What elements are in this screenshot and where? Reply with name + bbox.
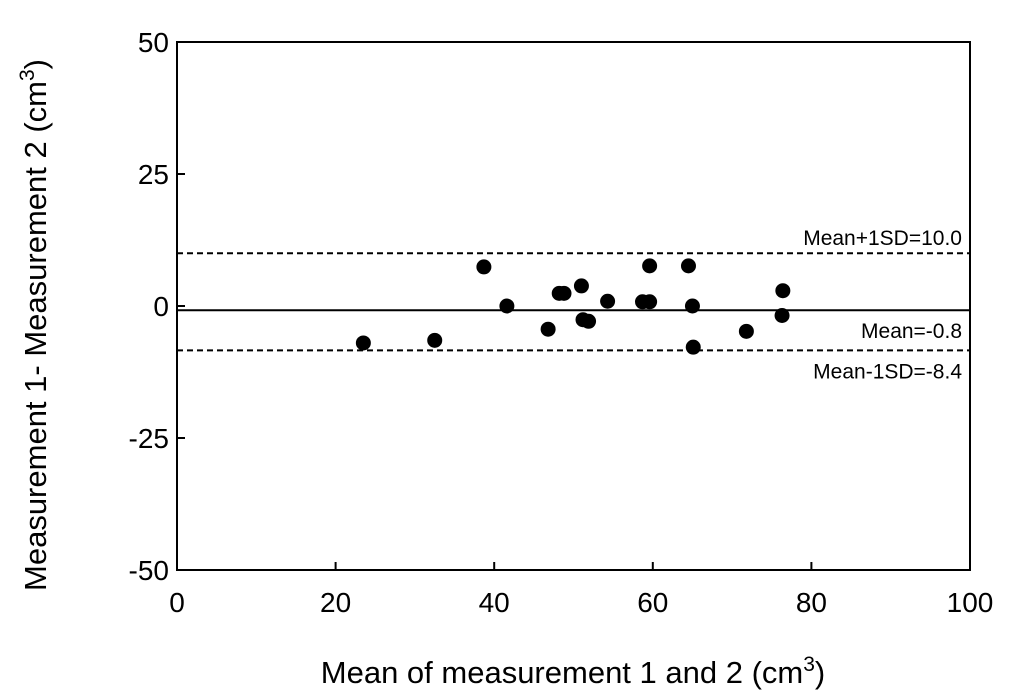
y-axis-label: Measurement 1- Measurement 2 (cm3) <box>16 59 53 591</box>
y-axis-ticks: 50 25 0 -25 -50 <box>129 27 185 586</box>
reference-line-label-1: Mean=-0.8 <box>861 320 962 343</box>
x-tick-label-5: 100 <box>947 587 994 618</box>
data-point-19 <box>775 283 791 299</box>
x-axis-label: Mean of measurement 1 and 2 (cm3) <box>321 653 825 690</box>
plot-frame <box>176 41 971 571</box>
y-tick-label-4: -50 <box>129 555 169 586</box>
x-axis-ticks: 0 20 40 60 80 100 <box>169 562 993 618</box>
data-point-1 <box>427 332 443 348</box>
x-tick-label-0: 0 <box>169 587 185 618</box>
data-point-13 <box>642 258 658 274</box>
data-point-0 <box>355 335 371 351</box>
y-tick-label-2: 0 <box>153 291 169 322</box>
y-tick-label-0: 50 <box>138 27 169 58</box>
data-point-18 <box>774 308 790 324</box>
y-tick-label-1: 25 <box>138 159 169 190</box>
data-point-14 <box>680 258 696 274</box>
data-point-2 <box>476 259 492 275</box>
data-point-12 <box>642 294 658 310</box>
data-point-7 <box>573 278 589 294</box>
data-point-16 <box>685 339 701 355</box>
x-tick-label-1: 20 <box>320 587 351 618</box>
reference-line-label-2: Mean-1SD=-8.4 <box>813 360 962 383</box>
data-point-3 <box>499 298 515 314</box>
y-tick-label-3: -25 <box>129 423 169 454</box>
x-tick-label-2: 40 <box>479 587 510 618</box>
data-point-15 <box>684 298 700 314</box>
reference-line-label-0: Mean+1SD=10.0 <box>803 227 962 250</box>
data-points <box>355 258 791 355</box>
data-point-9 <box>581 313 597 329</box>
reference-lines: Mean+1SD=10.0 Mean=-0.8 Mean-1SD=-8.4 <box>177 227 970 383</box>
data-point-6 <box>556 285 572 301</box>
data-point-10 <box>600 293 616 309</box>
data-point-4 <box>540 321 556 337</box>
x-tick-label-3: 60 <box>637 587 668 618</box>
data-point-17 <box>738 323 754 339</box>
x-tick-label-4: 80 <box>796 587 827 618</box>
